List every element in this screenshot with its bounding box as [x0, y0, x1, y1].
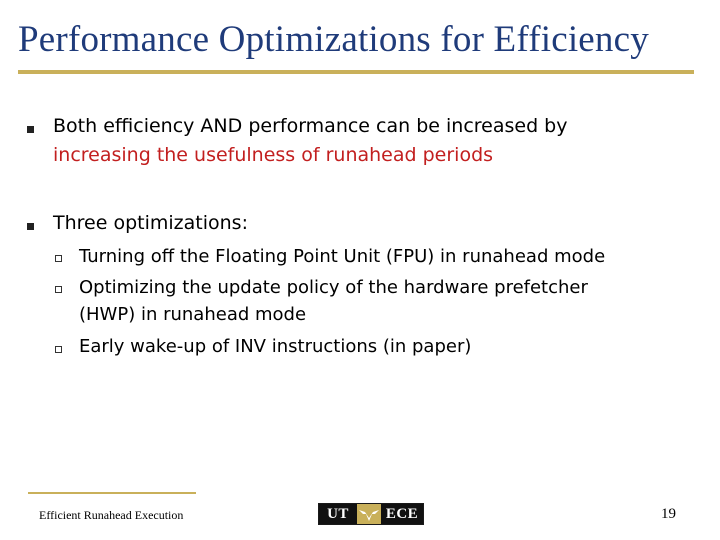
footer-divider [28, 492, 196, 494]
hollow-square-bullet-icon [55, 346, 62, 353]
logo-mark [357, 504, 381, 524]
sub-bullet-text-line: Turning off the Floating Point Unit (FPU… [79, 246, 606, 267]
logo-left-text: UT [319, 504, 357, 524]
slide-title: Performance Optimizations for Efficiency [18, 19, 649, 60]
title-divider [18, 70, 694, 74]
sub-bullet-text-line: (HWP) in runahead mode [79, 304, 307, 325]
logo-right-text: ECE [381, 504, 423, 524]
square-bullet-icon [27, 126, 34, 133]
bullet-text-line: Both efficiency AND performance can be i… [53, 115, 568, 137]
bullet-text-line-emphasis: increasing the usefulness of runahead pe… [53, 144, 494, 166]
sub-bullet-text-line: Early wake-up of INV instructions (in pa… [79, 336, 472, 357]
hollow-square-bullet-icon [55, 255, 62, 262]
longhorn-icon [359, 510, 379, 521]
ut-ece-logo: UT ECE [318, 503, 424, 525]
page-number: 19 [661, 506, 676, 522]
hollow-square-bullet-icon [55, 286, 62, 293]
square-bullet-icon [27, 223, 34, 230]
bullet-text-line: Three optimizations: [53, 212, 248, 234]
sub-bullet-text-line: Optimizing the update policy of the hard… [79, 277, 588, 298]
footer-caption: Efficient Runahead Execution [39, 508, 184, 522]
